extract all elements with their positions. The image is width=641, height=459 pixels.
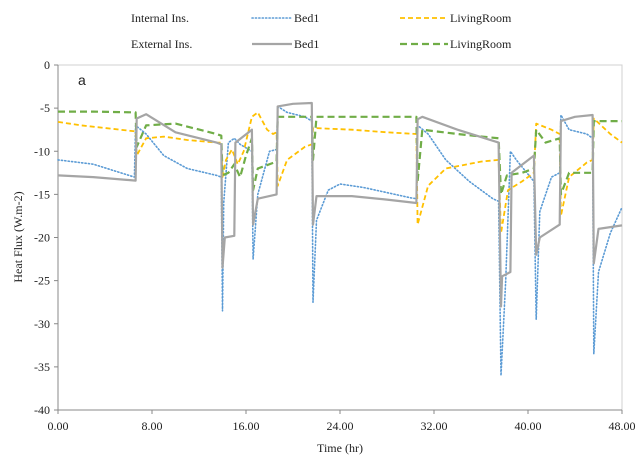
x-tick-label: 24.00 xyxy=(327,419,354,433)
panel-label: a xyxy=(78,72,86,88)
legend-label: Bed1 xyxy=(294,37,319,51)
legend-items: Bed1 LivingRoom Bed1 LivingRoom xyxy=(251,11,512,51)
legend-label: Bed1 xyxy=(294,11,319,25)
y-tick-label: -20 xyxy=(34,231,50,245)
axes: 0.00 8.00 16.00 24.00 32.00 40.00 48.00 0 -5 -10 -… xyxy=(34,58,636,433)
y-tick-label: -35 xyxy=(34,360,50,374)
x-tick-label: 32.00 xyxy=(421,419,448,433)
x-tick-label: 16.00 xyxy=(233,419,260,433)
y-axis-label: Heat Flux (W.m-2) xyxy=(11,191,25,282)
series-layer xyxy=(57,101,623,377)
y-tick-label: 0 xyxy=(44,58,50,72)
y-tick-label: -25 xyxy=(34,274,50,288)
legend-label: LivingRoom xyxy=(450,37,512,51)
series-line-internal-ins-bed1 xyxy=(57,105,623,377)
x-tick-label: 40.00 xyxy=(515,419,542,433)
legend-group-internal: Internal Ins. xyxy=(131,11,189,25)
y-tick-label: -10 xyxy=(34,144,50,158)
x-tick-label: 48.00 xyxy=(609,419,636,433)
x-tick-label: 8.00 xyxy=(142,419,163,433)
legend: Internal Ins. External Ins. Bed1 LivingRo… xyxy=(131,11,512,51)
legend-label: LivingRoom xyxy=(450,11,512,25)
y-tick-label: -5 xyxy=(40,101,50,115)
y-tick-label: -40 xyxy=(34,403,50,417)
series-line-external-ins-bed1 xyxy=(57,101,623,308)
y-tick-label: -30 xyxy=(34,317,50,331)
y-tick-label: -15 xyxy=(34,187,50,201)
legend-group-external: External Ins. xyxy=(131,37,192,51)
x-tick-label: 0.00 xyxy=(48,419,69,433)
x-axis-label: Time (hr) xyxy=(317,441,363,455)
